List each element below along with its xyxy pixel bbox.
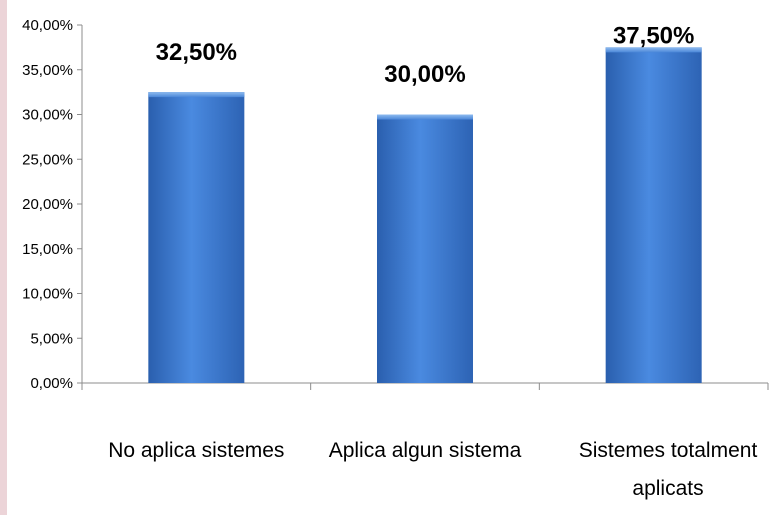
bar-3 (606, 47, 702, 383)
category-label: No aplica sistemes (108, 439, 284, 462)
y-tick-label: 40,00% (22, 17, 73, 34)
data-label: 32,50% (156, 39, 237, 66)
category-label: Aplica algun sistema (329, 439, 522, 462)
bar-2 (377, 115, 473, 384)
category-label-line: Aplica algun sistema (329, 439, 522, 462)
category-label-line: No aplica sistemes (108, 439, 284, 462)
category-label-line: aplicats (632, 477, 703, 500)
bar-cap (377, 115, 473, 120)
data-label: 30,00% (384, 61, 465, 88)
bar-1 (148, 92, 244, 383)
y-tick-label: 25,00% (22, 151, 73, 168)
bars-group (148, 47, 701, 383)
data-label: 37,50% (613, 22, 694, 49)
bar-body (377, 115, 473, 384)
bar-body (148, 92, 244, 383)
y-tick-label: 15,00% (22, 241, 73, 258)
y-tick-label: 20,00% (22, 196, 73, 213)
category-label: Sistemes totalment aplicats (579, 439, 758, 500)
category-label-line: Sistemes totalment (579, 439, 758, 462)
y-tick-label: 35,00% (22, 62, 73, 79)
bar-body (606, 47, 702, 383)
y-tick-label: 5,00% (30, 330, 73, 347)
y-tick-label: 30,00% (22, 107, 73, 124)
y-tick-label: 10,00% (22, 286, 73, 303)
y-tick-label: 0,00% (30, 375, 73, 392)
bar-cap (148, 92, 244, 97)
